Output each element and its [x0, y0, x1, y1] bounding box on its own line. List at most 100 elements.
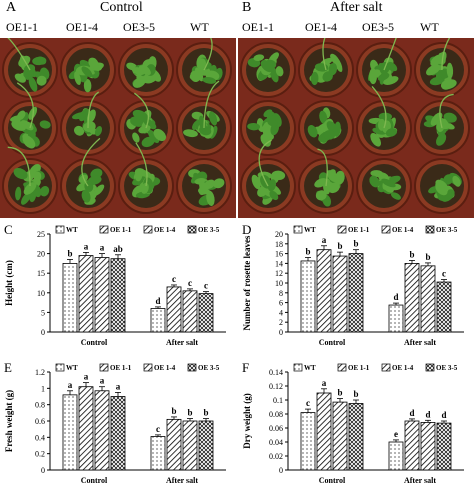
legend-swatch — [337, 363, 347, 372]
legend-label: OE 1-4 — [154, 364, 176, 372]
legend-label: OE 1-1 — [110, 226, 132, 234]
significance-letter: a — [100, 376, 105, 386]
control-plants-photo — [0, 38, 236, 218]
significance-letter: e — [394, 429, 398, 439]
legend-swatch — [293, 363, 303, 372]
y-tick-label: 10 — [275, 279, 283, 288]
legend-label: OE 3-5 — [436, 226, 458, 234]
y-tick-label: 0.4 — [35, 433, 45, 442]
significance-letter: b — [409, 249, 414, 259]
plant-pot — [356, 158, 412, 214]
panel-letter: E — [4, 360, 12, 375]
significance-letter: b — [353, 389, 358, 399]
bar — [404, 263, 420, 333]
panel-a-letter: A — [6, 0, 17, 15]
y-tick-label: 0.04 — [269, 438, 283, 447]
significance-letter: b — [67, 248, 72, 258]
plant-pot — [176, 158, 232, 214]
significance-letter: b — [203, 408, 208, 418]
category-label: Control — [81, 476, 108, 485]
bar — [182, 290, 198, 333]
y-tick-label: 0 — [279, 328, 283, 337]
panel-b-letter: B — [242, 0, 252, 15]
category-label: After salt — [166, 338, 198, 347]
bar — [420, 422, 436, 471]
significance-letter: a — [84, 372, 89, 382]
legend-swatch — [99, 225, 109, 234]
bar — [436, 422, 452, 471]
plant-pot — [118, 142, 174, 214]
height-bar-chart: C Height (cm) 0 5 10 15 20 25 WT OE 1-1 OE 1-4 OE 3… — [4, 222, 226, 347]
y-tick-label: 6 — [279, 299, 283, 308]
legend-label: WT — [66, 226, 78, 234]
legend-swatch — [55, 225, 65, 234]
significance-letter: b — [187, 408, 192, 418]
significance-letter: d — [425, 409, 430, 419]
y-tick-label: 4 — [279, 308, 283, 317]
significance-letter: a — [84, 241, 89, 251]
plant-pot — [118, 42, 174, 98]
plant-pot — [414, 93, 470, 156]
legend-swatch — [425, 225, 435, 234]
plant-pot — [356, 38, 412, 98]
significance-letter: c — [188, 278, 192, 288]
plant-pot — [414, 158, 470, 214]
significance-letter: c — [306, 398, 310, 408]
significance-letter: c — [204, 281, 208, 291]
significance-letter: b — [425, 252, 430, 262]
after-salt-plants-photo — [238, 38, 474, 218]
significance-letter: d — [409, 408, 414, 418]
significance-letter: d — [441, 410, 446, 420]
plant-pot — [240, 139, 296, 214]
plant-pot — [2, 146, 58, 214]
significance-letter: b — [337, 241, 342, 251]
y-tick-label: 0 — [279, 466, 283, 475]
y-tick-label: 12 — [275, 269, 283, 278]
bar — [348, 253, 364, 333]
plant-pot — [298, 100, 354, 156]
significance-letter: a — [100, 243, 105, 253]
y-tick-label: 1 — [41, 384, 45, 393]
bar — [348, 403, 364, 471]
significance-letter: a — [116, 381, 121, 391]
significance-letter: d — [393, 292, 398, 302]
y-tick-label: 0.06 — [269, 424, 283, 433]
panel-letter: C — [4, 222, 13, 237]
significance-letter: b — [353, 239, 358, 249]
significance-letter: a — [322, 235, 327, 245]
y-tick-label: 25 — [37, 230, 45, 239]
bar — [182, 420, 198, 471]
panel-letter: F — [242, 360, 249, 375]
y-axis-label: Number of rosette leaves — [242, 235, 252, 330]
plant-pot — [2, 82, 58, 156]
bar — [62, 263, 78, 333]
legend-label: OE 1-1 — [348, 226, 370, 234]
significance-letter: b — [305, 247, 310, 257]
y-tick-label: 10 — [37, 289, 45, 298]
bar — [62, 394, 78, 471]
y-tick-label: 0 — [41, 466, 45, 475]
y-tick-label: 0.02 — [269, 452, 283, 461]
bar — [150, 308, 166, 333]
legend-label: OE 3-5 — [198, 364, 220, 372]
panel-a-line-4: WT — [190, 20, 209, 34]
category-label: Control — [319, 338, 346, 347]
y-tick-label: 20 — [37, 250, 45, 259]
bar — [150, 436, 166, 471]
y-tick-label: 0.2 — [35, 450, 45, 459]
y-tick-label: 0 — [41, 328, 45, 337]
category-label: After salt — [404, 338, 436, 347]
bar — [110, 396, 126, 471]
plant-pot — [298, 38, 354, 98]
bar — [332, 401, 348, 471]
bar — [420, 265, 436, 333]
y-tick-label: 20 — [275, 230, 283, 239]
legend-swatch — [187, 363, 197, 372]
plant-pot — [60, 91, 116, 156]
legend-swatch — [99, 363, 109, 372]
legend-swatch — [143, 225, 153, 234]
panel-a-title: Control — [100, 0, 143, 15]
bar — [316, 392, 332, 471]
y-axis-label: Dry weight (g) — [242, 393, 252, 449]
